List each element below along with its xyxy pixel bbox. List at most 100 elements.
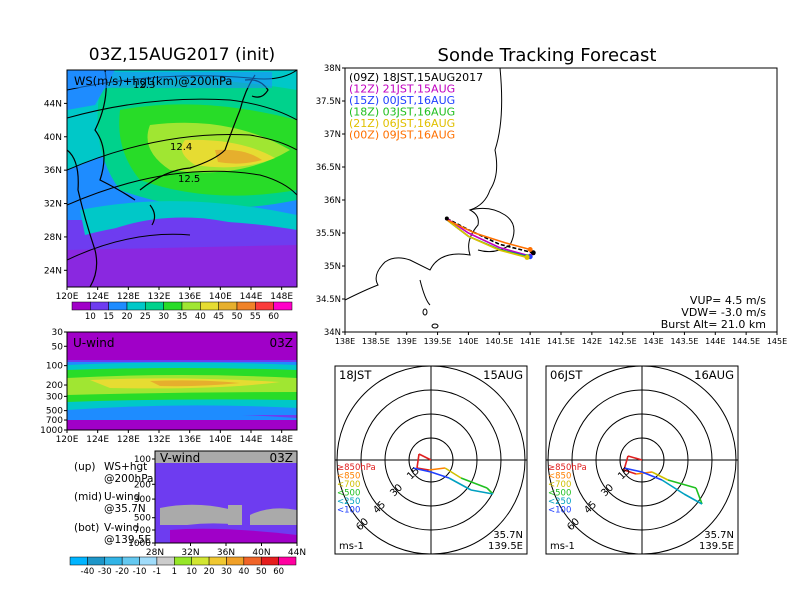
hodograph-trace: [444, 467, 462, 479]
hodograph-legend-item: <700: [548, 480, 571, 490]
colorbar-tick: 40: [195, 312, 206, 322]
hodograph-trace: [661, 479, 685, 495]
v-wind-p-tick: 500: [134, 514, 151, 524]
wind-colorbar-swatch: [226, 556, 245, 566]
tracking-title: Sonde Tracking Forecast: [438, 45, 657, 66]
hodograph-time: 06JST: [550, 368, 583, 382]
hodograph-legend-item: <500: [548, 489, 571, 499]
param-vup: VUP= 4.5 m/s: [690, 294, 766, 307]
tracking-lon-tick: 141.5E: [547, 337, 575, 346]
tracking-lat-tick: 36.5N: [316, 163, 341, 173]
hodograph-legend-item: <100: [548, 506, 571, 516]
wind-colorbar-swatch: [260, 556, 279, 566]
tracking-lon-tick: 141E: [520, 337, 540, 346]
map-lat-tick: 28N: [44, 233, 62, 243]
hodograph-legend-item: <500: [337, 489, 360, 499]
tracking-legend-item: (21Z) 06JST,16AUG: [349, 117, 455, 130]
colorbar-swatch: [181, 301, 201, 311]
wind-colorbar-swatch: [278, 556, 297, 566]
wind-speed-field: [67, 70, 297, 287]
hodograph-trace: [627, 455, 643, 461]
v-wind-lat-tick: 28N: [146, 548, 164, 558]
u-wind-frame: [66, 331, 298, 431]
hodograph-date: 15AUG: [483, 368, 523, 382]
map-lat-tick: 36N: [44, 166, 62, 176]
hodograph-legend-item: <100: [337, 506, 360, 516]
wind-colorbar-swatch: [104, 556, 123, 566]
u-wind-p-tick: 1000: [40, 426, 63, 436]
u-wind-lon-ticks: 120E 124E 128E 132E 136E 140E 144E 148E: [56, 430, 293, 445]
u-wind-p-tick: 50: [52, 342, 64, 352]
u-wind-lon-tick: 148E: [270, 435, 293, 445]
tracking-series: [444, 216, 536, 260]
u-wind-lon-tick: 136E: [178, 435, 201, 445]
tracking-legend-item: (09Z) 18JST,15AUG2017: [349, 71, 483, 84]
tracking-lon-tick: 140.5E: [485, 337, 513, 346]
map-lat-ticks: 44N 40N 36N 32N 28N 24N: [44, 99, 67, 276]
hodograph-legend-item: <700: [337, 480, 360, 490]
tracking-lon-tick: 138.5E: [362, 337, 390, 346]
colorbar-tick: 45: [213, 312, 224, 322]
tracking-lat-tick: 34N: [324, 328, 341, 338]
hodograph-trace: [460, 477, 488, 489]
tracking-lat-tick: 35N: [324, 262, 341, 272]
map-lon-tick: 124E: [86, 292, 109, 302]
map-lon-tick: 148E: [270, 292, 293, 302]
wind-colorbar-tick: -1: [153, 567, 161, 577]
colorbar-tick: 25: [140, 312, 151, 322]
track-endpoint: [524, 254, 530, 260]
map-colorbar: 10 15 20 25 30 35 40 45 50 55 60: [71, 301, 293, 322]
tracking-lon-tick: 143.5E: [670, 337, 698, 346]
wind-colorbar-swatch: [174, 556, 192, 566]
v-wind-p-tick: 700: [134, 526, 151, 536]
tracking-lon-tick: 144E: [705, 337, 725, 346]
hodograph-trace: [667, 479, 697, 489]
tracking-lon-tick: 139.5E: [424, 337, 452, 346]
map-lon-tick: 132E: [148, 292, 171, 302]
tracking-lon-tick: 143E: [643, 337, 663, 346]
param-burst: Burst Alt= 21.0 km: [661, 318, 766, 331]
v-wind-p-tick: 300: [134, 495, 151, 505]
hodograph-time: 18JST: [339, 368, 372, 382]
wind-colorbar-swatch: [121, 556, 140, 566]
note-up-key: (up): [74, 461, 96, 473]
colorbar-swatch: [108, 301, 128, 311]
hodograph-trace: [695, 487, 703, 505]
hodograph-unit: ms-1: [339, 541, 364, 552]
wind-colorbar-tick: 10: [186, 567, 197, 577]
hodograph-lon: 139.5E: [488, 541, 523, 552]
tracking-coastline: [345, 68, 515, 329]
hodograph-trace: [470, 489, 494, 495]
colorbar-tick: 50: [232, 312, 243, 322]
wind-colorbar-tick: -30: [98, 567, 112, 577]
tracking-lon-tick: 142E: [582, 337, 602, 346]
tracking-lat-tick: 37.5N: [316, 97, 341, 107]
colorbar-swatch: [218, 301, 238, 311]
wind-colorbar-tick: 1: [172, 567, 177, 577]
colorbar-tick: 35: [177, 312, 188, 322]
tracking-legend-item: (15Z) 00JST,16AUG: [349, 94, 455, 107]
hodograph-legend-item: ≥850hPa: [337, 463, 376, 473]
u-wind-p-tick: 30: [52, 328, 64, 338]
colorbar-tick: 10: [85, 312, 96, 322]
map-lon-tick: 144E: [240, 292, 263, 302]
colorbar-tick: 20: [122, 312, 133, 322]
u-wind-p-tick: 300: [46, 392, 63, 402]
hodograph-trace: [486, 487, 494, 495]
tracking-lon-ticks: 138E 138.5E 139E 139.5E 140E 140.5E 141E 141.5E…: [335, 332, 787, 346]
contour-label-123: 12.3: [133, 80, 155, 91]
tracking-lon-tick: 145E: [767, 337, 787, 346]
hodograph-trace: [416, 453, 420, 469]
hodograph-legend-item: ≥850hPa: [548, 463, 587, 473]
wind-colorbar: -40 -30 -20 -10 -1 1 10 20 30 40 50 60: [69, 556, 297, 577]
hodograph-trace: [418, 453, 432, 461]
v-wind-field: [155, 451, 297, 543]
colorbar-swatch: [126, 301, 146, 311]
hodograph-date: 16AUG: [694, 368, 734, 382]
tracking-legend-item: (12Z) 21JST,15AUG: [349, 83, 455, 96]
hodograph-legend-item: <850: [337, 472, 360, 482]
note-bot-line2: @139.5E: [104, 534, 151, 546]
u-wind-p-tick: 500: [46, 407, 63, 417]
tracking-lat-tick: 36N: [324, 196, 341, 206]
